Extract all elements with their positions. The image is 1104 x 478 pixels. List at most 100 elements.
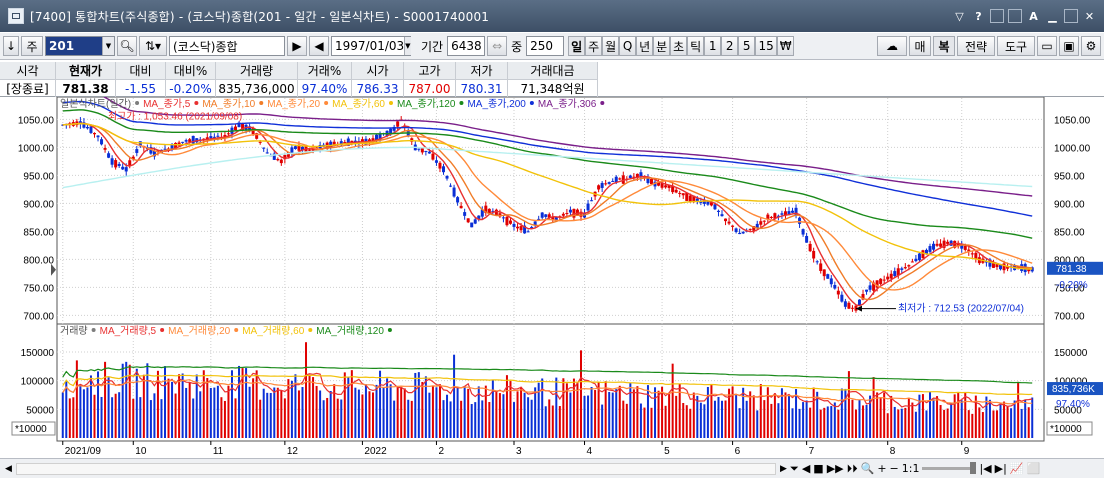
date-field[interactable]: 1997/01/03 ▼ [331, 36, 411, 56]
info-value: 780.31 [456, 80, 508, 97]
info-value: [장종료] [0, 80, 56, 97]
window-icon[interactable]: ⬜ [1026, 462, 1041, 475]
arrow-down-button[interactable]: ↓ [3, 36, 19, 56]
stock-chart[interactable]: 2021/09 10 11 12 2022 2 3 4 5 6 7 8 9 1050.00 1050.00 1… [0, 97, 1104, 459]
vol-ma-line-20 [62, 379, 1033, 405]
dropdown-icon[interactable]: ▽ [955, 9, 964, 23]
back-icon[interactable]: ◀ [801, 462, 811, 475]
candle-down [107, 153, 111, 158]
candle-down [600, 182, 604, 188]
code-type-select[interactable]: 주 [21, 36, 43, 56]
minimize-icon[interactable]: ▁ [1048, 9, 1057, 23]
volume-bar [967, 410, 970, 438]
interval-button[interactable]: 년 [636, 36, 654, 56]
candle-down [932, 243, 936, 250]
open-folder-icon[interactable]: ▭ [1037, 36, 1057, 56]
zoom-in-icon[interactable]: + [877, 462, 887, 475]
volume-bar [104, 361, 107, 438]
window-title: [7400] 통합차트(주식종합) - (코스닥)종합(201 - 일간 - 일… [30, 9, 490, 24]
interval-button[interactable]: 분 [653, 36, 671, 56]
candle-up [896, 268, 900, 276]
interval-button[interactable]: 월 [602, 36, 620, 56]
interval-button[interactable]: 2 [721, 36, 739, 56]
candle-up [910, 261, 914, 263]
volume-bar [245, 368, 248, 438]
period-input[interactable]: 6438 [447, 36, 486, 56]
interval-button[interactable]: 일 [568, 36, 586, 56]
last-icon[interactable]: ▶| [994, 462, 1007, 475]
tools-button[interactable]: 도구 [997, 36, 1035, 56]
interval-button[interactable]: 1 [704, 36, 722, 56]
candle-down [607, 182, 611, 184]
candle-down [787, 211, 791, 216]
help-icon[interactable]: ? [975, 9, 982, 23]
candle-up [766, 214, 770, 220]
interval-button[interactable]: ₩ [777, 36, 795, 56]
volume-bar [809, 407, 812, 438]
stop-icon[interactable]: ■ [813, 462, 824, 475]
volume-bar [178, 374, 181, 438]
scroll-right-icon[interactable]: ▶ [780, 463, 787, 474]
close-icon[interactable]: ✕ [1084, 9, 1095, 23]
chart-settings-icon[interactable]: 📈 [1009, 462, 1024, 475]
buy-button[interactable]: 매 [909, 36, 931, 56]
interval-button[interactable]: 초 [670, 36, 688, 56]
candle-up [688, 195, 692, 202]
candle-up [572, 208, 576, 218]
tile-icon[interactable] [1008, 8, 1022, 23]
volume-bar [594, 390, 597, 438]
interval-button[interactable]: 15 [755, 36, 778, 56]
volume-bar [932, 399, 935, 438]
candle-up [956, 242, 960, 247]
count-input[interactable]: 250 [526, 36, 565, 56]
prev-button[interactable]: ◀ [309, 36, 329, 56]
chevron-down-icon[interactable]: ▼ [404, 37, 411, 55]
volume-bar [837, 409, 840, 438]
candle-up [819, 263, 823, 271]
cloud-button[interactable]: ☁ [877, 36, 907, 56]
interval-button[interactable]: 틱 [687, 36, 705, 56]
interval-button[interactable]: 5 [738, 36, 756, 56]
interval-button[interactable]: Q [619, 36, 637, 56]
compound-button[interactable]: 복 [933, 36, 955, 56]
restore-icon[interactable] [990, 8, 1004, 23]
volume-bar [343, 372, 346, 438]
zoom-thumb[interactable] [970, 462, 977, 474]
code-input[interactable]: 201 ▼ [45, 36, 115, 56]
fast-forward-icon[interactable]: ⏵⏵ [846, 461, 858, 475]
sort-button[interactable]: ⇅▾ [139, 36, 167, 56]
zoom-icon[interactable]: 🔍 [860, 462, 875, 475]
reset-zoom-icon[interactable]: 1:1 [901, 462, 920, 475]
zoom-out-icon[interactable]: − [889, 462, 899, 475]
candle-down [124, 167, 128, 172]
scroll-track[interactable] [16, 463, 776, 475]
strategy-button[interactable]: 전략 [957, 36, 995, 56]
info-header: 저가 [456, 62, 508, 79]
chevron-down-icon[interactable]: ▼ [102, 37, 114, 55]
font-icon[interactable]: A [1029, 9, 1038, 23]
vol-legend-dot [234, 328, 239, 332]
volume-bar [565, 383, 568, 438]
maximize-icon[interactable] [1064, 8, 1078, 23]
settings-icon[interactable]: ⚙ [1081, 36, 1101, 56]
volume-bar [854, 409, 857, 438]
search-button[interactable]: 🔍︎ [117, 36, 137, 56]
filter-icon[interactable]: ⏷ [790, 461, 799, 475]
candle-up [692, 195, 696, 202]
range-button[interactable]: ⇔ [487, 36, 508, 56]
save-icon[interactable]: ▣ [1059, 36, 1079, 56]
scroll-left-icon[interactable]: ◀ [5, 463, 12, 474]
forward-icon[interactable]: ▶▶ [826, 462, 844, 475]
interval-button[interactable]: 주 [585, 36, 603, 56]
candle-up [297, 144, 301, 151]
candle-down [85, 126, 89, 129]
first-icon[interactable]: |◀ [979, 462, 992, 475]
volume-bar [283, 398, 286, 438]
volume-bar [308, 374, 311, 438]
chart-scrollbar[interactable]: ◀ ▶ ⏷ ◀ ■ ▶▶ ⏵⏵ 🔍 + − 1:1 |◀ ▶| 📈 ⬜ [0, 458, 1104, 478]
y-tick-label-left: 850.00 [23, 227, 54, 238]
vol-legend-entry: MA_거래량,60 [242, 325, 305, 337]
unit-box-right [1046, 421, 1093, 436]
next-button[interactable]: ▶ [287, 36, 307, 56]
zoom-slider[interactable] [922, 462, 977, 474]
